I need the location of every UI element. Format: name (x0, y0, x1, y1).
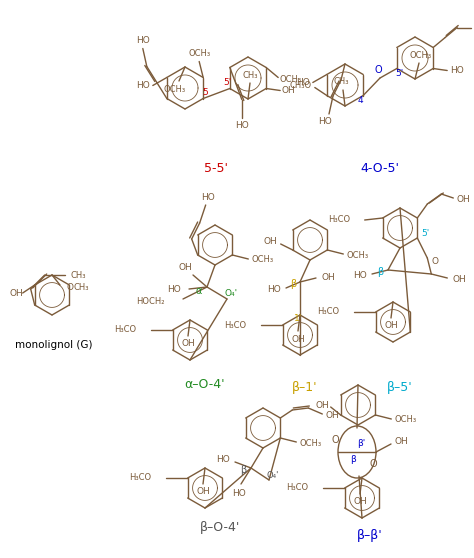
Text: OH: OH (353, 498, 367, 507)
Text: OH: OH (10, 288, 24, 297)
Text: β: β (377, 267, 383, 277)
Text: CH₃: CH₃ (73, 283, 89, 292)
Text: HO: HO (136, 81, 150, 90)
Text: 5': 5' (224, 78, 232, 87)
Text: OH: OH (321, 272, 335, 281)
Text: OH: OH (453, 275, 466, 283)
Text: HO: HO (318, 118, 332, 127)
Text: OH: OH (181, 339, 195, 349)
Text: 5': 5' (396, 69, 404, 78)
Text: O₄': O₄' (224, 288, 237, 297)
Text: O₄': O₄' (267, 470, 279, 479)
Text: OCH₃: OCH₃ (279, 75, 301, 84)
Text: O: O (432, 257, 439, 267)
Text: monolignol (G): monolignol (G) (15, 340, 92, 350)
Text: OH: OH (281, 86, 295, 95)
Text: H₃CO: H₃CO (287, 483, 309, 493)
Text: HOCH₂: HOCH₂ (137, 296, 165, 305)
Text: O: O (331, 435, 339, 445)
Text: OCH₃: OCH₃ (410, 51, 432, 60)
Text: HO: HO (136, 36, 150, 45)
Text: HO: HO (201, 193, 215, 201)
Text: 5-5': 5-5' (204, 161, 228, 175)
Text: OCH₃: OCH₃ (299, 439, 321, 448)
Text: OH: OH (178, 262, 192, 272)
Text: β–O-4': β–O-4' (200, 521, 240, 533)
Text: β: β (290, 279, 296, 289)
Text: H₃CO: H₃CO (318, 307, 340, 316)
Text: O: O (374, 65, 382, 75)
Text: HO: HO (450, 66, 464, 75)
Text: β–1': β–1' (292, 382, 318, 395)
Text: CH₃: CH₃ (71, 271, 86, 280)
Text: H₃CO: H₃CO (129, 474, 152, 483)
Text: HO: HO (235, 121, 249, 130)
Text: HO: HO (353, 271, 367, 280)
Text: 4-O-5': 4-O-5' (361, 161, 400, 175)
Text: β: β (350, 455, 356, 464)
Text: HO: HO (296, 78, 310, 87)
Text: 1': 1' (294, 314, 302, 323)
Text: OH: OH (384, 321, 398, 330)
Text: 5': 5' (421, 229, 429, 238)
Text: β': β' (357, 440, 365, 449)
Text: β: β (240, 465, 246, 475)
Text: OH: OH (456, 195, 470, 204)
Text: OCH₃: OCH₃ (346, 251, 368, 259)
Text: HO: HO (216, 455, 230, 464)
Text: 5: 5 (202, 88, 208, 97)
Text: OCH₃: OCH₃ (188, 49, 210, 58)
Text: α–O-4': α–O-4' (185, 378, 225, 392)
Text: CH₃: CH₃ (242, 70, 258, 79)
Text: HO: HO (167, 285, 181, 294)
Text: α: α (196, 286, 202, 296)
Text: OCH₃: OCH₃ (251, 256, 273, 264)
Text: β–5': β–5' (387, 382, 413, 395)
Text: HO: HO (232, 489, 246, 498)
Text: OCH₃: OCH₃ (394, 416, 416, 425)
Text: H₃CO: H₃CO (115, 325, 137, 334)
Text: H₃CO: H₃CO (328, 215, 351, 224)
Text: β–β': β–β' (357, 528, 383, 541)
Text: OH: OH (291, 334, 305, 344)
Text: OH: OH (196, 488, 210, 497)
Text: HO: HO (267, 286, 281, 295)
Text: CH₃: CH₃ (333, 78, 349, 86)
Text: OCH₃: OCH₃ (164, 84, 186, 94)
Text: OH: OH (316, 401, 329, 410)
Text: O: O (369, 459, 377, 469)
Text: OH: OH (264, 238, 278, 247)
Text: O: O (66, 283, 73, 292)
Text: CH₃O: CH₃O (290, 81, 312, 90)
Text: 4: 4 (357, 96, 363, 105)
Text: H₃CO: H₃CO (225, 320, 246, 330)
Text: OH: OH (326, 411, 339, 421)
Text: OH: OH (394, 437, 408, 446)
